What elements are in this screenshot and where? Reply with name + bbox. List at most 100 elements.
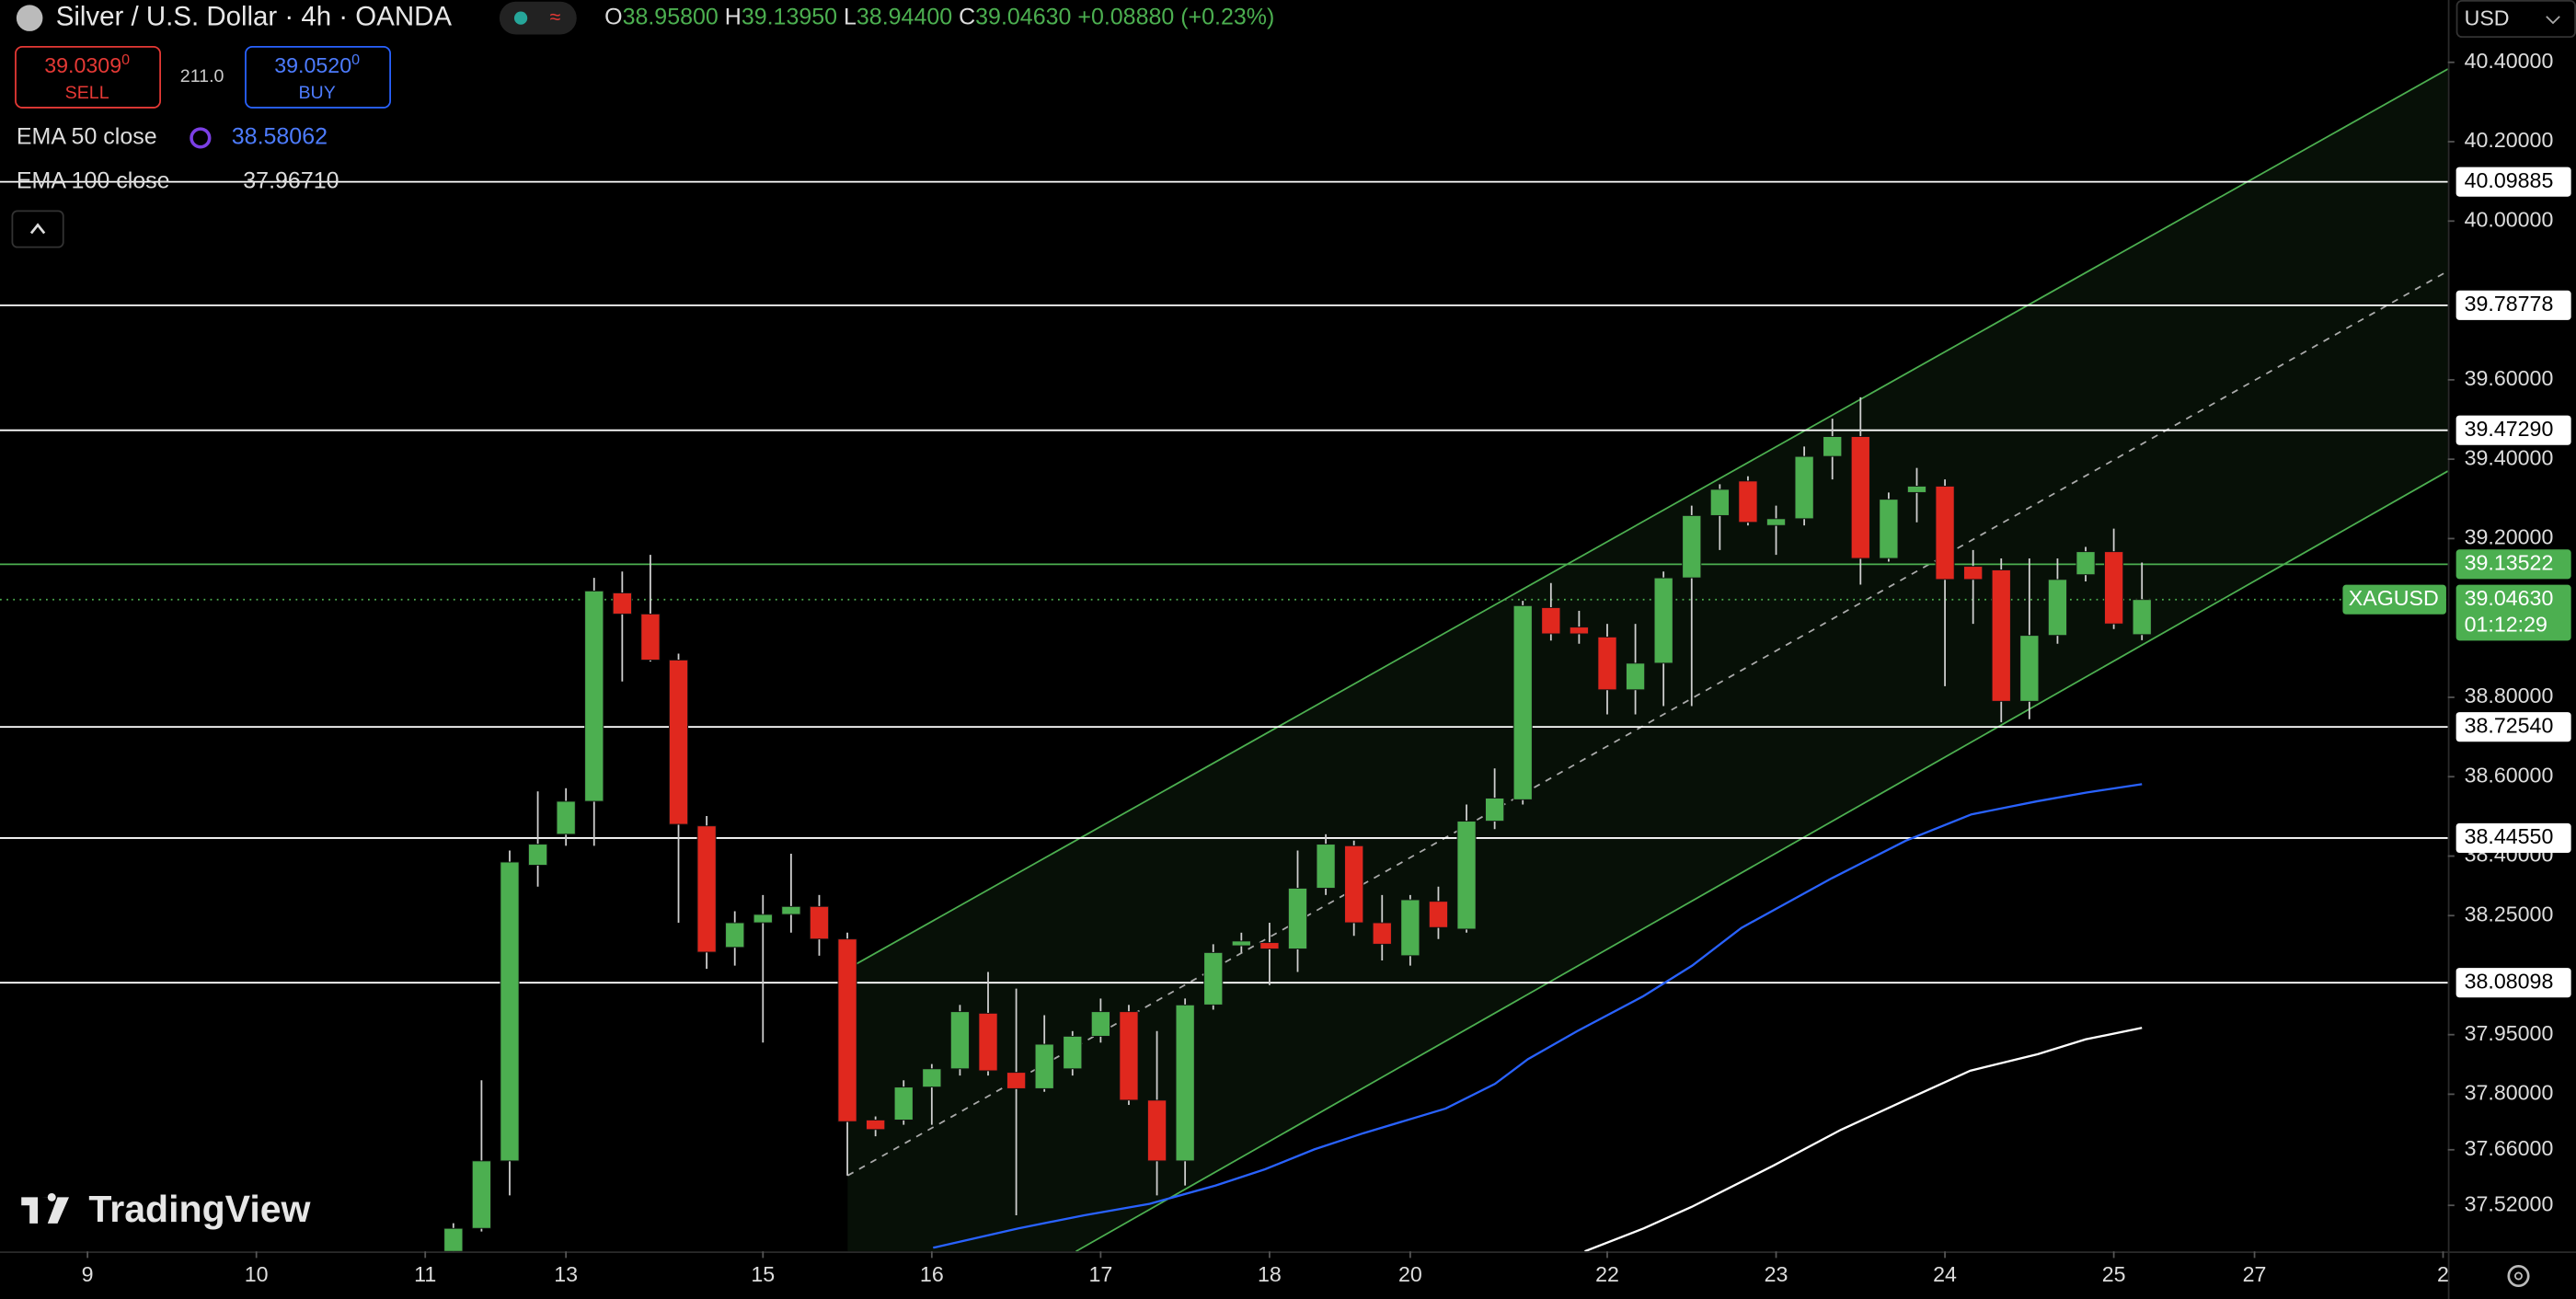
price-line-tag xyxy=(2455,290,2571,320)
candle-body xyxy=(1147,1099,1167,1162)
symbol-label: XAGUSD xyxy=(2349,586,2439,610)
channel-upper xyxy=(846,68,2448,970)
candle-body xyxy=(668,659,689,825)
candle-body xyxy=(1203,951,1224,1006)
y-tick-label: 39.20000 xyxy=(2465,525,2554,549)
x-tick-label: 13 xyxy=(554,1262,578,1286)
candle-body xyxy=(1850,436,1870,559)
settings-button[interactable] xyxy=(2507,1264,2530,1288)
symbol-icon xyxy=(16,5,43,31)
collapse-button[interactable] xyxy=(11,210,64,248)
countdown: 01:12:29 xyxy=(2465,612,2547,636)
indicator-name: EMA 50 close xyxy=(17,124,157,150)
price-line-label: 39.78778 xyxy=(2465,292,2554,316)
currency-box[interactable] xyxy=(2455,0,2576,39)
candle-body xyxy=(443,1227,464,1252)
candle-body xyxy=(1991,569,2011,702)
candle-body xyxy=(949,1011,970,1070)
candle-body xyxy=(2132,599,2152,636)
y-tick-label: 37.80000 xyxy=(2465,1081,2554,1105)
x-tick-label: 15 xyxy=(751,1262,775,1286)
x-tick-label: 18 xyxy=(1258,1262,1282,1286)
candle-body xyxy=(753,914,773,924)
candle-body xyxy=(809,905,830,940)
candle-body xyxy=(1428,901,1448,928)
price-line-tag xyxy=(2455,415,2571,445)
ohlc-legend: O38.95800 H39.13950 L38.94400 C39.04630 … xyxy=(604,4,1274,29)
buy-button[interactable]: 39.05200 BUY xyxy=(245,45,391,109)
buy-price-text: 39.05200 xyxy=(274,52,360,77)
chart-title: Silver / U.S. Dollar · 4h · OANDA xyxy=(56,1,453,31)
x-tick-label: 2 xyxy=(2437,1262,2449,1286)
ohlc-value: 38.95800 xyxy=(623,4,719,29)
candle-body xyxy=(866,1119,886,1131)
y-tick-label: 38.80000 xyxy=(2465,684,2554,707)
candle-body xyxy=(1709,489,1730,516)
x-tick-label: 17 xyxy=(1088,1262,1112,1286)
candle-body xyxy=(1063,1035,1083,1070)
y-tick-label: 37.52000 xyxy=(2465,1191,2554,1215)
loading-icon xyxy=(190,127,212,149)
sell-price-sup: 0 xyxy=(121,52,130,68)
candle-body xyxy=(1682,514,1702,579)
x-tick-label: 11 xyxy=(414,1262,436,1286)
price-line-label: 40.09885 xyxy=(2465,168,2554,192)
currency: USD xyxy=(2465,6,2510,30)
currency-selector[interactable]: USD xyxy=(2455,0,2576,39)
candle-body xyxy=(2104,551,2124,625)
candle-body xyxy=(1485,798,1505,822)
candle-body xyxy=(528,844,548,866)
candle-body xyxy=(1344,845,1364,924)
candle-body xyxy=(1626,662,1646,691)
collapse-box[interactable] xyxy=(11,210,64,248)
price-line-tag xyxy=(2455,822,2571,853)
gear-outer xyxy=(2507,1264,2530,1288)
price-line-label: 39.13522 xyxy=(2465,550,2554,574)
price-line-label: 38.08098 xyxy=(2465,969,2554,993)
channel-lower xyxy=(1075,470,2448,1252)
ohlc-value: 39.04630 xyxy=(975,4,1071,29)
y-tick-label: 37.66000 xyxy=(2465,1136,2554,1160)
spread: 211.0 xyxy=(180,66,224,86)
x-tick-label: 24 xyxy=(1933,1262,1957,1286)
candle-body xyxy=(1400,899,1420,957)
ema-line xyxy=(933,783,2143,1249)
sell-button[interactable]: 39.03090 SELL xyxy=(15,45,161,109)
candle-body xyxy=(1879,499,1899,559)
candle-body xyxy=(922,1068,942,1088)
y-tick-label: 38.25000 xyxy=(2465,902,2554,925)
candle-body xyxy=(1935,486,1955,581)
last-price-tag xyxy=(2455,584,2571,641)
candle-body xyxy=(696,825,717,953)
candle-body xyxy=(1906,486,1927,493)
ema-line xyxy=(1584,1027,2143,1252)
price-line-tag xyxy=(2455,712,2571,742)
status-dot xyxy=(513,11,528,25)
status-icon: ≈ xyxy=(550,6,561,28)
sell-box[interactable] xyxy=(15,45,161,109)
x-tick-label: 10 xyxy=(245,1262,269,1286)
candle-body xyxy=(2076,551,2096,576)
y-tick-label: 38.60000 xyxy=(2465,763,2554,787)
price-line-label: 39.47290 xyxy=(2465,417,2554,441)
y-tick-label: 40.40000 xyxy=(2465,49,2554,73)
candle-body xyxy=(640,613,661,661)
buy-price-sup: 0 xyxy=(351,52,360,68)
y-tick-label: 39.60000 xyxy=(2465,366,2554,390)
status-pill[interactable] xyxy=(499,1,577,35)
ohlc-value: 39.13950 xyxy=(742,4,837,29)
buy-box[interactable] xyxy=(245,45,391,109)
buy-price: 39.0520 xyxy=(274,53,351,77)
candle-body xyxy=(1963,566,1984,581)
candle-body xyxy=(1541,607,1561,635)
candle-body xyxy=(1823,436,1843,457)
price-line-tag xyxy=(2455,968,2571,998)
x-tick-label: 9 xyxy=(82,1262,94,1286)
y-tick-label: 39.40000 xyxy=(2465,445,2554,469)
indicator-name: EMA 100 close xyxy=(17,168,170,194)
candle-body xyxy=(1372,922,1392,945)
candle-body xyxy=(500,861,520,1162)
